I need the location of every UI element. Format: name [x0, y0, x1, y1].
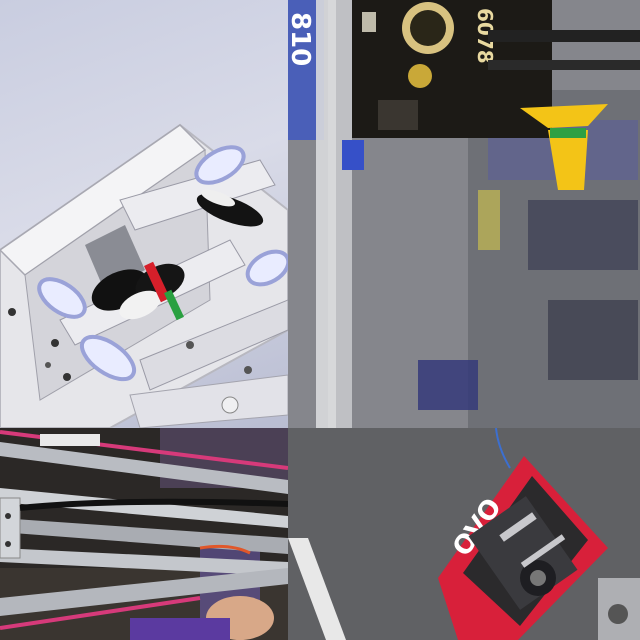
- cone: [520, 104, 608, 128]
- robot-carpet-illustration: OVO: [288, 428, 640, 640]
- robot-on-field-illustration: 810 6078: [288, 0, 640, 428]
- robot-on-field-panel: 810 6078: [288, 0, 640, 428]
- cad-render-illustration: [0, 123, 288, 428]
- banner-text: 810: [288, 12, 315, 66]
- motor-cluster: [91, 189, 264, 321]
- robot-on-carpet-panel: OVO: [288, 428, 640, 640]
- robot-frame-illustration: [0, 428, 288, 640]
- robot-frame-closeup-panel: [0, 428, 288, 640]
- cad-render-panel: [0, 0, 288, 428]
